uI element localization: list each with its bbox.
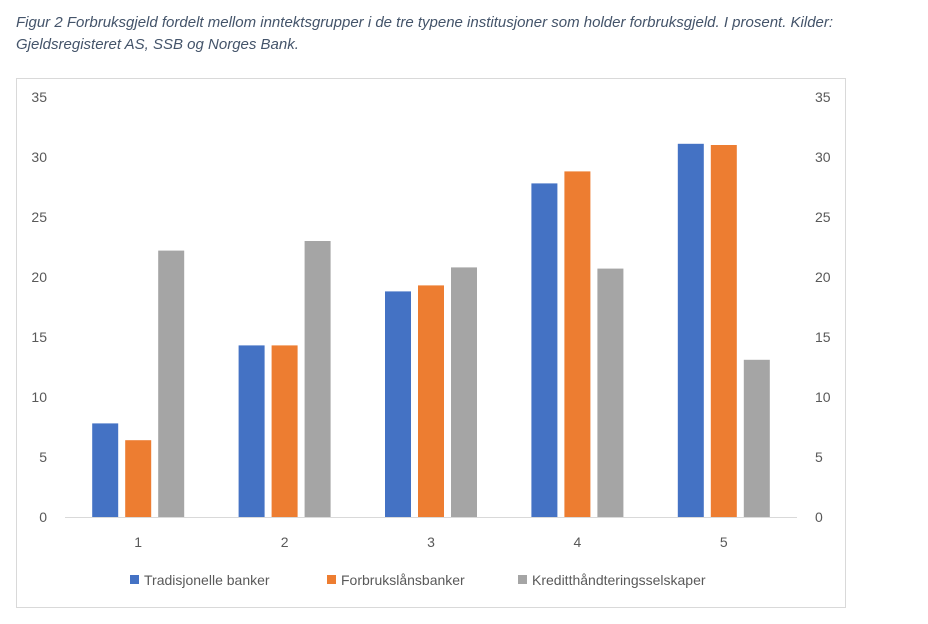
bar-2-1 [125, 440, 152, 517]
legend-swatch [327, 575, 336, 584]
y-tick-label: 0 [39, 509, 47, 525]
y-tick-label: 15 [31, 329, 47, 345]
y-tick-label: 30 [31, 149, 47, 165]
secondary-y-tick-label: 5 [815, 449, 823, 465]
secondary-y-tick-label: 0 [815, 509, 823, 525]
secondary-y-tick-label: 35 [815, 89, 831, 105]
y-tick-label: 20 [31, 269, 47, 285]
x-tick-label: 1 [134, 534, 142, 550]
chart-frame [16, 78, 846, 608]
x-tick-label: 3 [427, 534, 435, 550]
secondary-y-tick-label: 10 [815, 389, 831, 405]
legend-label: Forbrukslånsbanker [341, 572, 465, 588]
bar-1-5 [677, 143, 704, 518]
bar-3-4 [597, 268, 624, 517]
bar-2-2 [271, 345, 298, 517]
figure-caption: Figur 2 Forbruksgjeld fordelt mellom inn… [16, 14, 834, 53]
bar-2-4 [564, 171, 591, 517]
bar-1-2 [238, 345, 265, 517]
bar-1-3 [385, 291, 411, 517]
legend-label: Tradisjonelle banker [144, 572, 270, 588]
legend-swatch [130, 575, 139, 584]
x-tick-label: 5 [720, 534, 728, 550]
secondary-y-tick-label: 25 [815, 209, 831, 225]
bar-3-3 [451, 267, 477, 517]
bar-3-5 [743, 359, 770, 517]
secondary-y-tick-label: 20 [815, 269, 831, 285]
bar-2-5 [710, 145, 737, 517]
y-tick-label: 35 [31, 89, 47, 105]
bar-3-1 [158, 250, 185, 517]
legend-swatch [518, 575, 527, 584]
secondary-y-tick-label: 30 [815, 149, 831, 165]
x-tick-label: 4 [574, 534, 582, 550]
legend-label: Kreditthåndteringsselskaper [532, 572, 706, 588]
y-tick-label: 25 [31, 209, 47, 225]
x-tick-label: 2 [281, 534, 289, 550]
secondary-y-tick-label: 15 [815, 329, 831, 345]
bar-1-1 [92, 423, 119, 517]
bar-1-4 [531, 183, 558, 517]
bar-2-3 [418, 285, 444, 517]
y-tick-label: 10 [31, 389, 47, 405]
y-tick-label: 5 [39, 449, 47, 465]
bar-3-2 [304, 241, 331, 517]
